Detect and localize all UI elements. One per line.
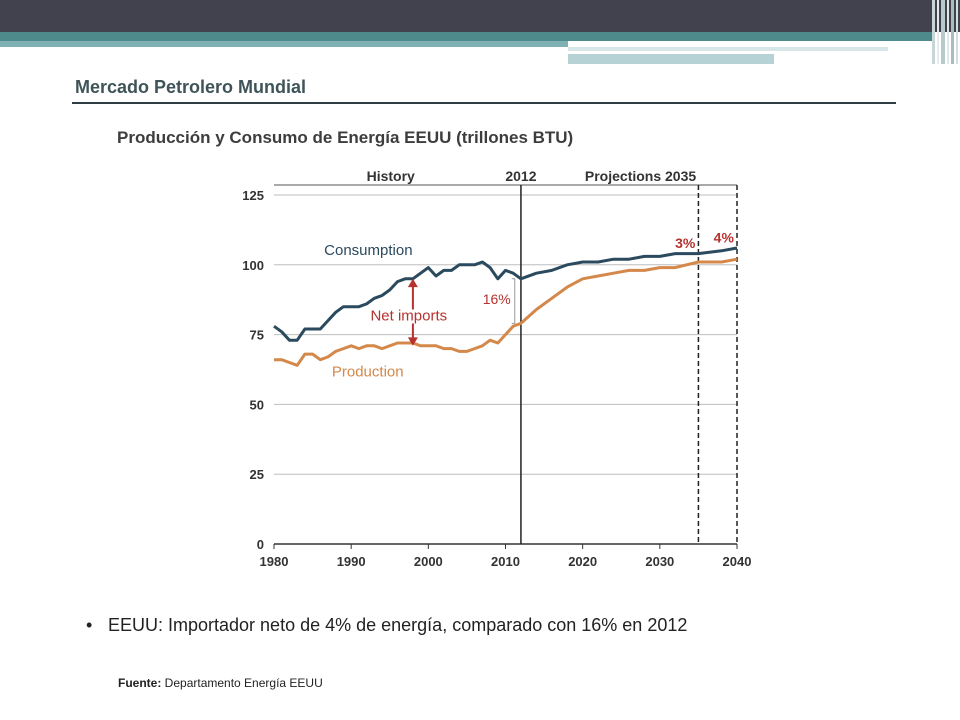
x-tick-label: 2020 [568,554,597,569]
title-divider [72,102,896,104]
pct-2012-label: 16% [483,291,511,307]
series-label-production: Production [332,363,404,380]
bullet-marker: • [86,615,93,635]
region-label-2012: 2012 [505,168,536,184]
x-tick-label: 2000 [414,554,443,569]
x-tick-label: 2040 [723,554,752,569]
y-tick-label: 25 [250,467,264,482]
net-imports-arrowhead-up [407,278,418,288]
y-tick-label: 50 [250,397,264,412]
region-label-projections: Projections 2035 [585,168,696,184]
energy-chart: 0 25 50 75 100 125 1980 1990 2000 2010 2020 2030 204… [242,168,752,569]
region-label-history: History [367,168,415,184]
series-line-production [274,257,738,367]
pct-2012-bracket [511,278,516,324]
source-text: Departamento Energía EEUU [161,676,323,690]
header-band-secondary [0,41,568,47]
y-tick-label: 100 [242,258,264,273]
header-band-tertiary [568,54,774,64]
pct-2040-label: 4% [714,229,735,245]
header-bar [0,0,960,32]
source-label: Fuente: [118,676,162,690]
y-tick-label: 125 [242,188,264,203]
net-imports-arrowhead-down [407,337,418,346]
x-tick-label: 2030 [645,554,674,569]
series-line-consumption [273,246,738,342]
y-tick-label: 75 [250,328,264,343]
net-imports-label: Net imports [370,308,447,325]
x-tick-label: 1990 [337,554,366,569]
bullet-text: EEUU: Importador neto de 4% de energía, … [108,615,688,635]
x-tick-label: 1980 [260,554,289,569]
header-vertical-stripes [932,0,960,64]
chart-subtitle: Producción y Consumo de Energía EEUU (tr… [117,128,574,147]
bullet-item: • EEUU: Importador neto de 4% de energía,… [86,615,687,636]
x-tick-label: 2010 [491,554,520,569]
y-tick-label: 0 [257,537,264,552]
series-label-consumption: Consumption [324,242,412,259]
header-band-primary [0,32,935,41]
pct-2035-label: 3% [675,235,696,251]
source-note: Fuente: Departamento Energía EEUU [118,676,323,690]
header-band-light [568,47,888,51]
slide-title: Mercado Petrolero Mundial [75,77,307,97]
